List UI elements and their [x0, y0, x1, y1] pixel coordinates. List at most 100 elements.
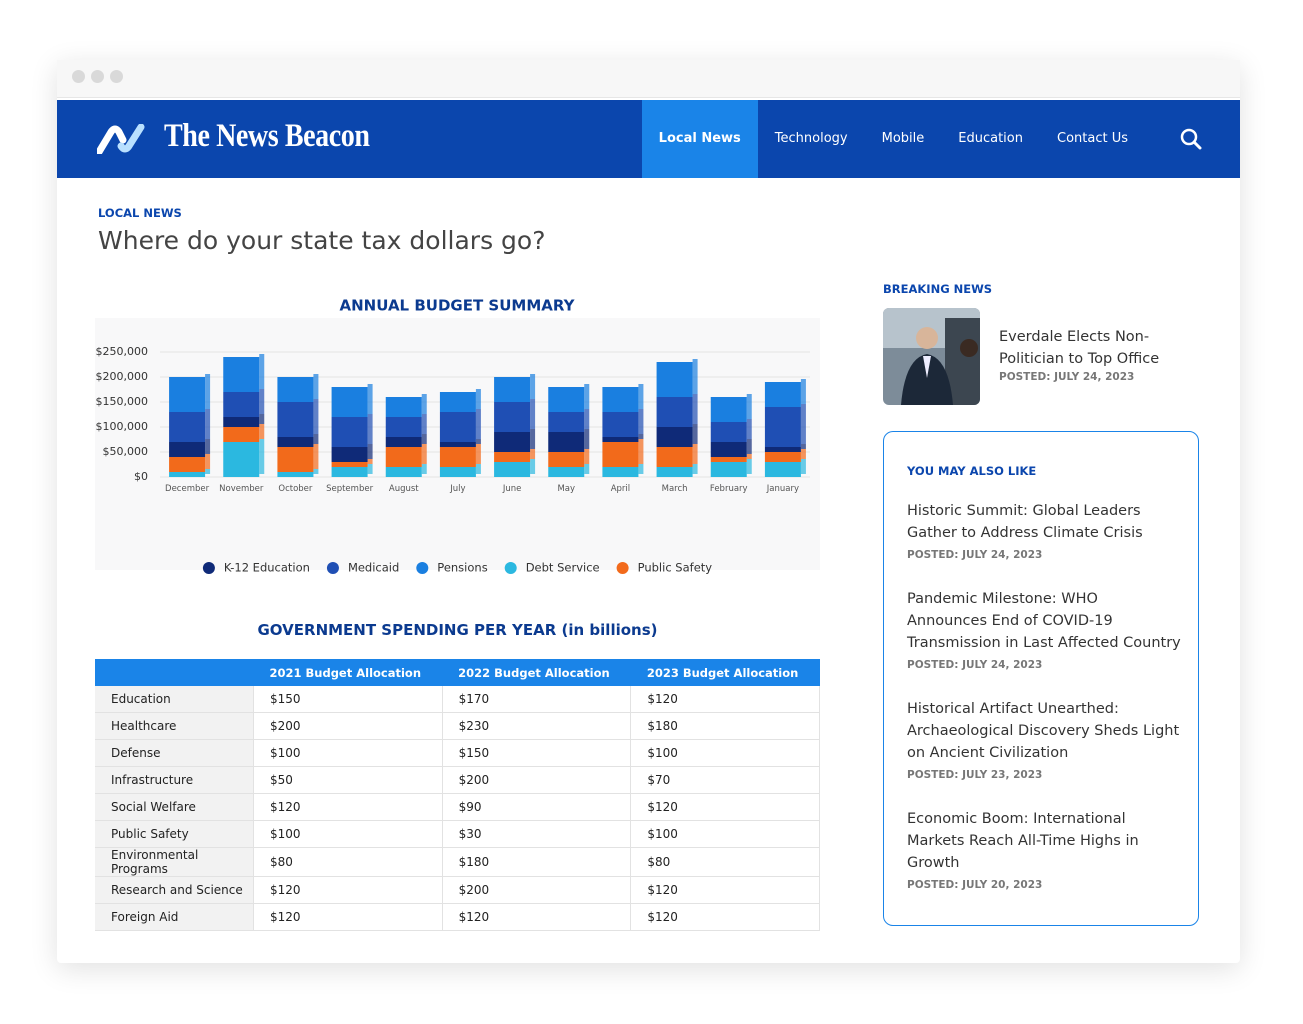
bar-segment [277, 402, 314, 437]
row-label: Research and Science [95, 876, 254, 904]
row-label: Defense [95, 739, 254, 767]
related-item: Historical Artifact Unearthed: Archaeolo… [907, 698, 1182, 781]
bar-segment [385, 447, 422, 467]
table-row: Environmental Programs $80 $180 $80 [95, 847, 820, 877]
bar-segment [385, 437, 422, 447]
row-label: Healthcare [95, 712, 254, 740]
headline[interactable]: Historic Summit: Global Leaders Gather t… [907, 503, 1143, 541]
search-icon[interactable] [1180, 128, 1202, 150]
chart-title: ANNUAL BUDGET SUMMARY [340, 297, 576, 315]
bar-segment [223, 392, 260, 417]
cell: $50 [253, 766, 443, 794]
cell: $100 [253, 739, 443, 767]
bar-side [259, 424, 265, 439]
table-row: Public Safety $100 $30 $100 [95, 820, 820, 848]
breaking-story: Everdale Elects Non-Politician to Top Of… [999, 326, 1214, 383]
bar-segment [331, 417, 368, 447]
bar-side [800, 449, 806, 459]
bar-side [205, 439, 211, 454]
site-header: The News Beacon Local News Technology Mobi… [57, 100, 1240, 178]
headline[interactable]: Historical Artifact Unearthed: Archaeolo… [907, 701, 1180, 761]
headline[interactable]: Everdale Elects Non-Politician to Top Of… [999, 329, 1160, 367]
x-tick-label: February [710, 484, 748, 494]
bar-segment [764, 382, 801, 407]
bar-segment [710, 422, 747, 442]
table-row: Defense $100 $150 $100 [95, 739, 820, 767]
x-tick-label: June [502, 484, 522, 494]
bar-side [692, 464, 698, 474]
bar-segment [656, 362, 693, 397]
bar-segment [385, 397, 422, 417]
window-dot [91, 70, 104, 83]
bar-side [692, 359, 698, 394]
nav-link[interactable]: Technology [774, 131, 848, 146]
bar-side [584, 409, 590, 429]
bar-side [205, 469, 211, 474]
bar-side [800, 444, 806, 449]
nav: Local News Technology Mobile Education Conta… [641, 100, 1145, 178]
headline[interactable]: Economic Boom: International Markets Rea… [907, 811, 1139, 871]
bar-side [421, 444, 427, 464]
section-label: BREAKING NEWS [883, 282, 993, 296]
bar-side [584, 464, 590, 474]
post-date: POSTED: JULY 24, 2023 [999, 371, 1135, 383]
cell: $200 [442, 766, 632, 794]
table-row: Foreign Aid $120 $120 $120 [95, 903, 820, 931]
related-item: Pandemic Milestone: WHO Announces End of… [907, 588, 1182, 671]
brand[interactable]: The News Beacon [164, 118, 370, 154]
nav-link[interactable]: Contact Us [1057, 131, 1128, 146]
bar-side [746, 419, 752, 439]
bar-side [800, 379, 806, 404]
bar-segment [764, 407, 801, 447]
bar-side [584, 429, 590, 449]
bar-segment [223, 442, 260, 477]
cell: $30 [442, 820, 632, 848]
bar-side [746, 439, 752, 454]
row-label: Foreign Aid [95, 903, 254, 931]
bar-segment [385, 417, 422, 437]
cell: $120 [442, 903, 632, 931]
y-tick-label: $150,000 [96, 395, 149, 408]
logo[interactable] [97, 124, 147, 154]
y-tick-label: $250,000 [96, 345, 149, 358]
bar-segment [494, 377, 531, 402]
bar-segment [656, 447, 693, 467]
bar-segment [494, 402, 531, 432]
bar-side [638, 434, 644, 439]
bar-side [746, 454, 752, 459]
bar-side [421, 464, 427, 474]
bar-segment [710, 457, 747, 462]
bar-side [367, 384, 373, 414]
legend-label: Pensions [437, 561, 487, 575]
related-list: Historic Summit: Global Leaders Gather t… [907, 500, 1182, 918]
cell: $80 [253, 847, 443, 877]
window-dot [110, 70, 123, 83]
bar-side [638, 409, 644, 434]
bar-segment [710, 397, 747, 422]
nav-link[interactable]: Mobile [881, 131, 925, 146]
bar-segment [656, 467, 693, 477]
table-row: Healthcare $200 $230 $180 [95, 712, 820, 740]
bar-side [313, 469, 319, 474]
table-row: Research and Science $120 $200 $120 [95, 876, 820, 904]
row-label: Public Safety [95, 820, 254, 848]
legend-label: Debt Service [526, 561, 600, 575]
bar-side [367, 459, 373, 464]
bar-side [692, 424, 698, 444]
bar-side [259, 389, 265, 414]
bar-side [692, 394, 698, 424]
legend-swatch [202, 562, 215, 574]
bar-segment [548, 412, 585, 432]
bar-segment [764, 452, 801, 462]
bar-side [692, 444, 698, 464]
nav-link[interactable]: Education [958, 131, 1023, 146]
headline[interactable]: Pandemic Milestone: WHO Announces End of… [907, 591, 1181, 651]
bar-segment [548, 432, 585, 452]
bar-segment [548, 467, 585, 477]
nav-link[interactable]: Local News [641, 100, 758, 178]
bar-segment [169, 457, 206, 472]
news-photo[interactable] [883, 308, 980, 405]
bar-segment [764, 462, 801, 477]
